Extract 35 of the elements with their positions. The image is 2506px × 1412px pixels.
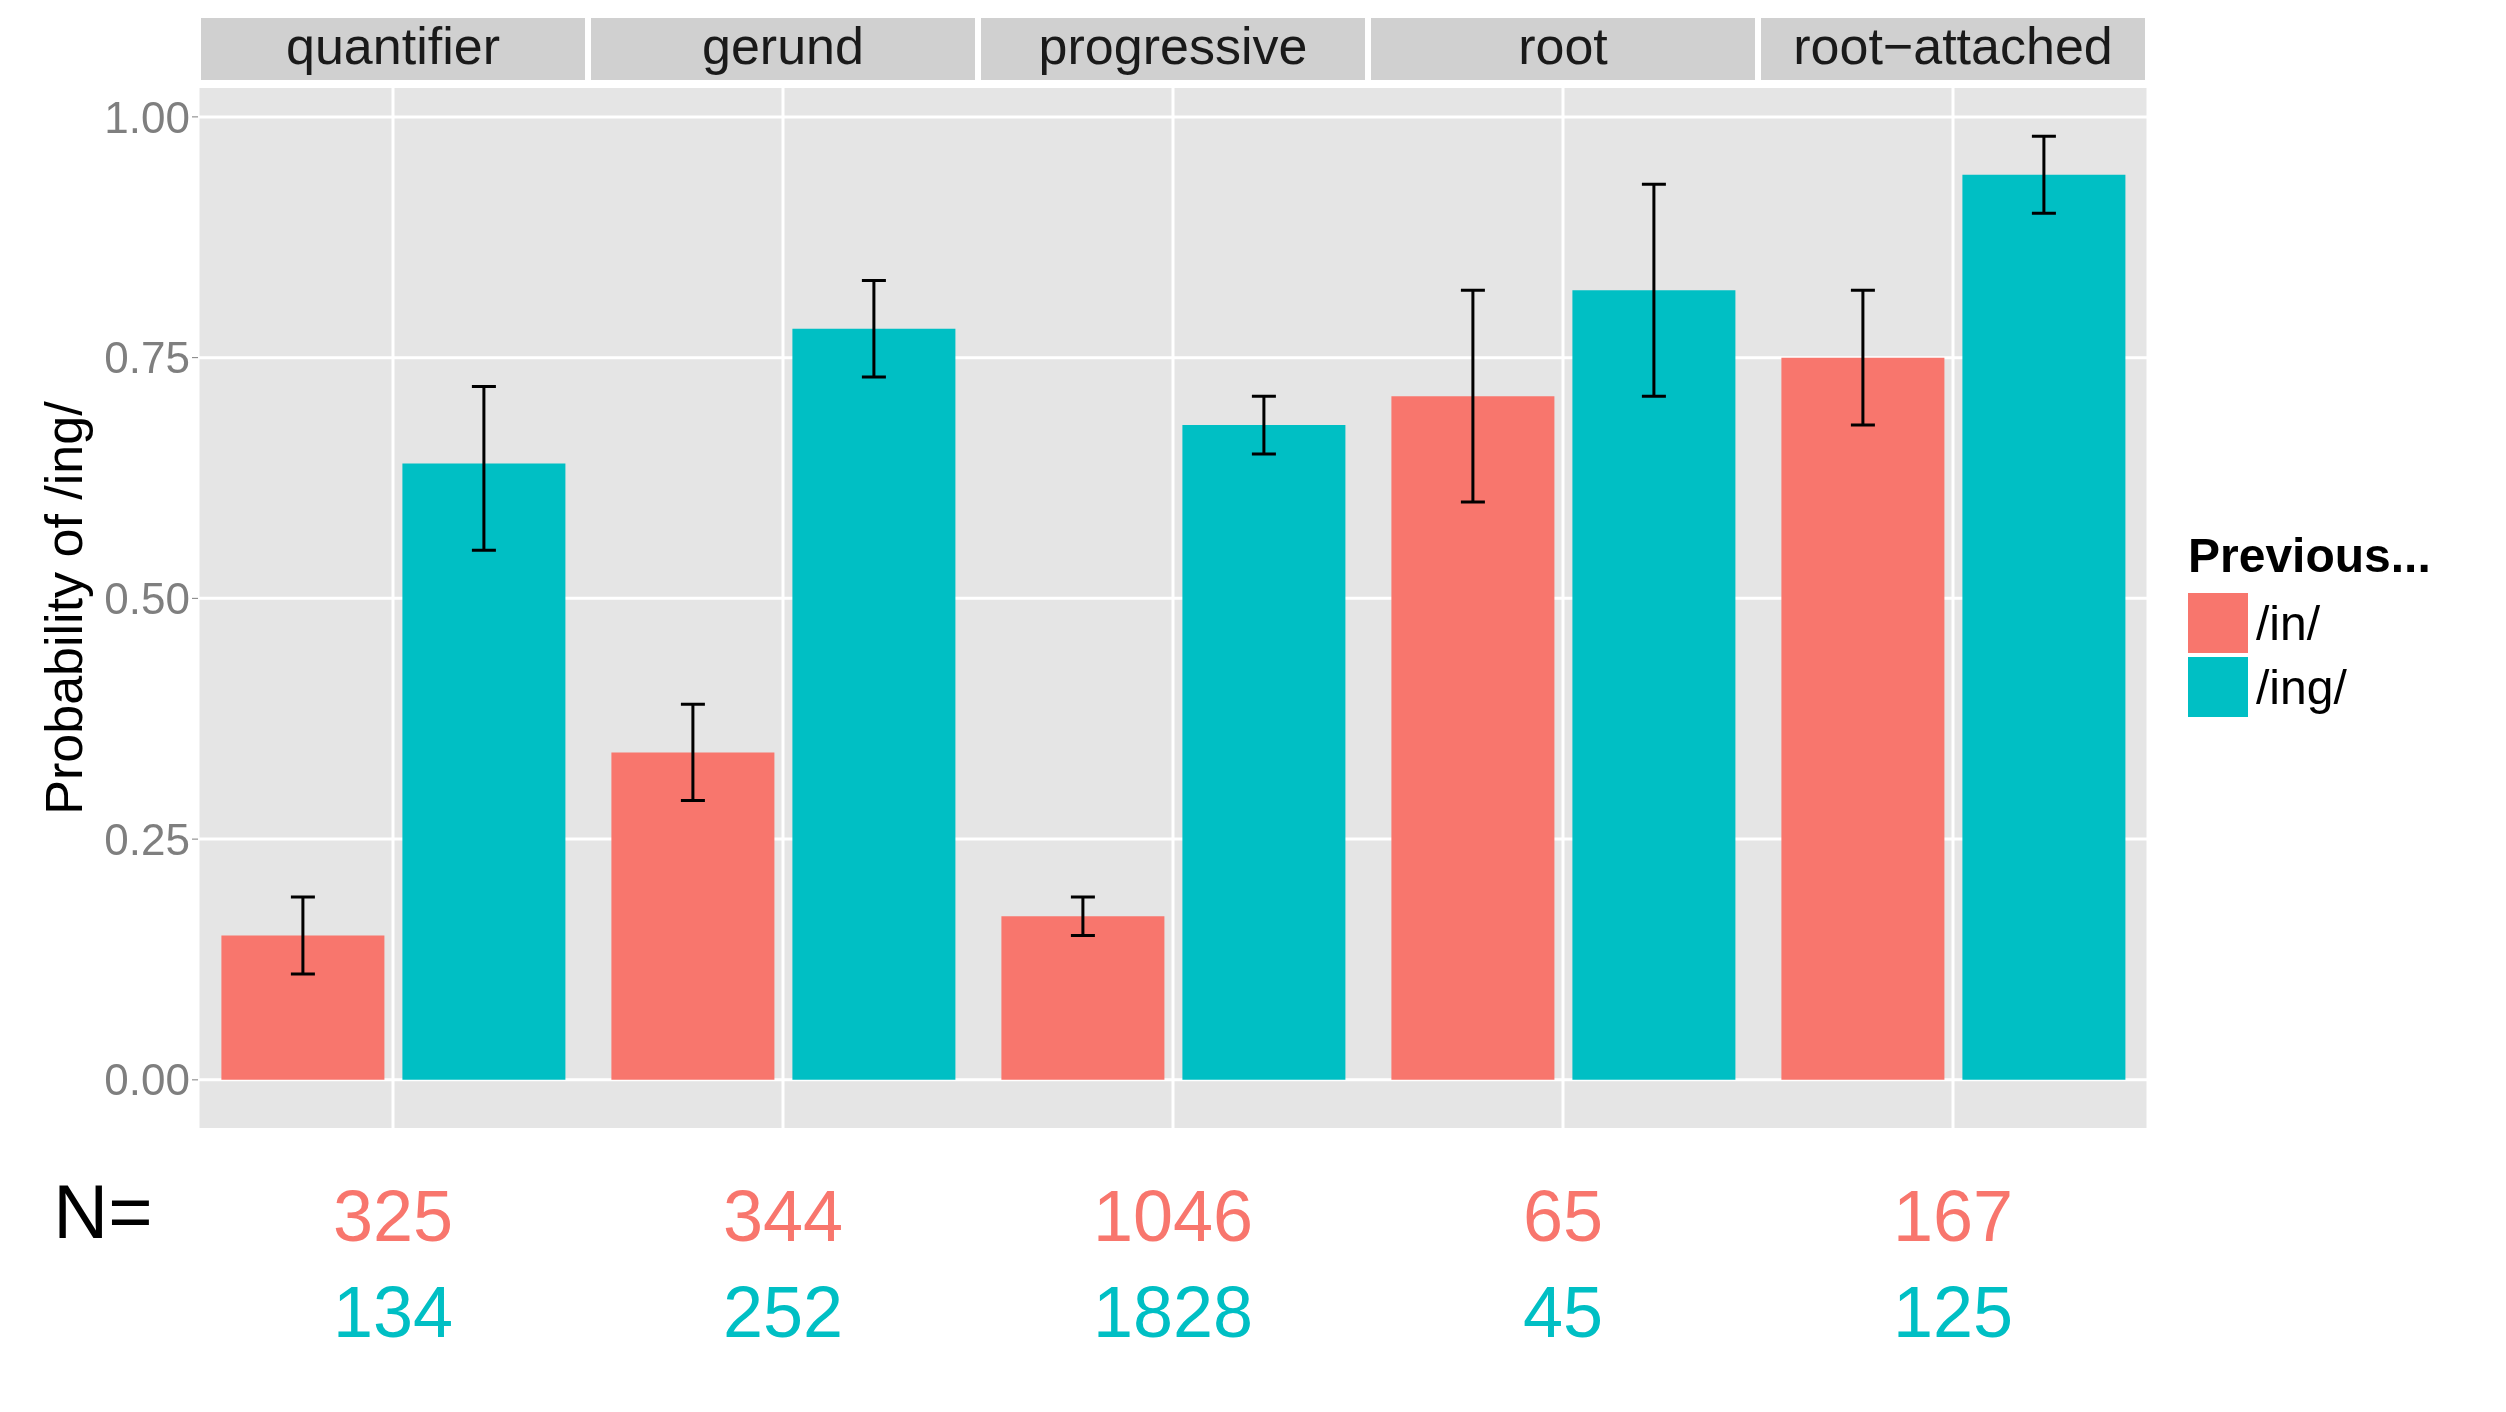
text: 134: [331, 1271, 455, 1354]
x-tick-label: gerund: [702, 17, 864, 75]
y-axis-title: Probability of /ing/: [35, 400, 93, 815]
legend-label: /in/: [2256, 595, 2321, 651]
x-tick-label: root: [1518, 17, 1609, 75]
bar: [402, 463, 566, 1080]
y-tick-label: 0.00: [104, 1055, 190, 1105]
y-tick-label: 0.50: [104, 573, 190, 623]
text: 167: [1891, 1175, 2015, 1258]
text: 45: [1521, 1271, 1605, 1354]
text: 65: [1521, 1175, 1605, 1258]
text: 252: [721, 1271, 845, 1354]
text: 344: [721, 1175, 845, 1258]
text: 325: [331, 1175, 455, 1258]
x-tick-label: root−attached: [1793, 17, 2113, 75]
text: 1828: [1091, 1271, 1255, 1354]
y-tick-label: 0.75: [104, 333, 190, 383]
bar: [1391, 396, 1555, 1080]
y-tick-label: 1.00: [104, 92, 190, 142]
bar: [1962, 174, 2126, 1080]
text: 125: [1891, 1271, 2015, 1354]
bar: [1572, 290, 1736, 1080]
bar: [611, 752, 775, 1080]
legend-title: Previous...: [2188, 528, 2431, 583]
bar: [221, 935, 385, 1080]
x-tick-label: progressive: [1038, 17, 1308, 75]
text: N=: [52, 1168, 154, 1256]
bar: [1001, 916, 1165, 1080]
bar: [1781, 357, 1945, 1080]
y-tick-label: 0.25: [104, 814, 190, 864]
bar: [1182, 425, 1346, 1080]
legend-label: /ing/: [2256, 659, 2347, 715]
x-tick-label: quantifier: [286, 17, 500, 75]
text: 1046: [1091, 1175, 1255, 1258]
bar: [792, 328, 956, 1080]
